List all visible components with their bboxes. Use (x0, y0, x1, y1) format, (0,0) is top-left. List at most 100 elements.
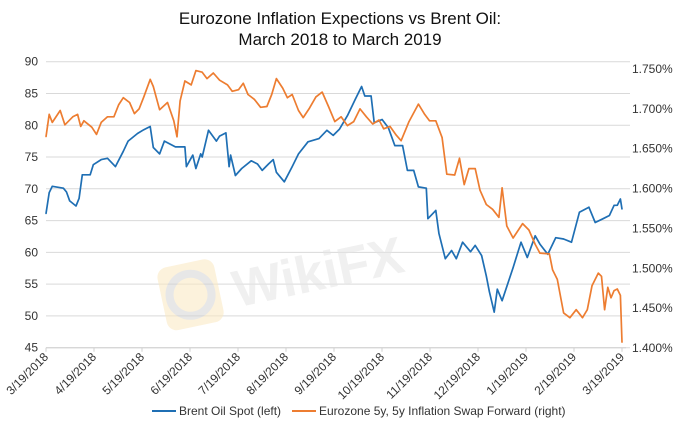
series-points-brent (45, 85, 623, 313)
data-point (498, 216, 500, 218)
data-point (261, 169, 263, 171)
data-point (512, 267, 514, 269)
data-point (512, 237, 514, 239)
left-tick-label: 60 (25, 245, 39, 259)
data-point (113, 116, 115, 118)
data-point (563, 238, 565, 240)
legend-item-eurozone: Eurozone 5y, 5y Inflation Swap Forward (… (292, 404, 566, 418)
data-point (100, 158, 102, 161)
data-point (428, 120, 431, 122)
data-point (307, 141, 309, 143)
data-point (569, 317, 571, 319)
data-point (250, 160, 252, 162)
data-point (72, 116, 74, 118)
data-point (166, 101, 169, 104)
watermark-emblem (165, 269, 216, 320)
x-tick-label: 6/19/2018 (147, 350, 195, 398)
data-point (81, 174, 83, 176)
x-tick-label: 8/19/2018 (243, 350, 291, 398)
watermark-text: WikiFX (228, 226, 409, 319)
chart-title-line1: Eurozone Inflation Expections vs Brent O… (178, 9, 502, 28)
data-point (346, 115, 349, 117)
left-tick-label: 45 (25, 341, 39, 355)
data-point (578, 211, 580, 213)
data-point (48, 192, 50, 194)
data-point (75, 205, 77, 207)
data-point (438, 232, 440, 234)
data-point (218, 135, 221, 137)
data-point (474, 244, 476, 246)
right-tick-label: 1.450% (632, 301, 673, 315)
data-point (69, 200, 71, 202)
data-point (621, 341, 623, 344)
data-point (91, 126, 93, 128)
data-point (136, 132, 139, 135)
data-point (370, 95, 372, 97)
data-point (556, 278, 558, 281)
data-point (176, 136, 178, 138)
data-point (206, 77, 208, 80)
data-point (133, 113, 135, 115)
data-point (231, 90, 233, 92)
data-point (381, 118, 383, 121)
data-point (575, 309, 577, 311)
data-point (78, 197, 80, 199)
data-point (402, 144, 404, 147)
data-point (318, 138, 320, 140)
data-point (122, 97, 124, 99)
data-point (275, 171, 277, 173)
data-point (297, 109, 300, 112)
chart-subtitle: March 2018 to March 2019 (238, 30, 442, 49)
data-point (122, 150, 124, 152)
data-point (184, 80, 186, 82)
data-point (446, 173, 448, 175)
data-point (143, 129, 145, 131)
data-point (117, 104, 120, 106)
data-point (106, 116, 109, 118)
data-point (441, 136, 443, 139)
data-point (48, 113, 50, 116)
data-point (253, 98, 255, 100)
data-point (228, 165, 230, 168)
data-point (65, 191, 68, 193)
data-point (570, 241, 573, 243)
data-point (354, 98, 356, 100)
data-point (394, 144, 396, 147)
data-point (458, 157, 461, 159)
right-tick-label: 1.400% (632, 341, 673, 355)
data-point (427, 218, 429, 220)
data-point (179, 100, 181, 102)
data-point (225, 132, 227, 134)
data-point (435, 120, 437, 122)
data-point (534, 235, 536, 237)
data-point (534, 243, 536, 245)
data-point (594, 221, 596, 224)
data-point (463, 183, 465, 186)
data-point (468, 168, 470, 170)
x-tick-label: 1/19/2019 (483, 350, 531, 398)
left-tick-label: 65 (25, 214, 39, 228)
left-tick-label: 80 (25, 118, 39, 132)
data-point (610, 297, 612, 299)
data-point (424, 113, 426, 116)
right-tick-label: 1.750% (632, 62, 673, 76)
data-point (282, 87, 284, 89)
legend-swatch-eurozone (292, 410, 316, 412)
x-tick-label: 9/19/2018 (291, 350, 339, 398)
data-point (174, 146, 177, 148)
x-tick-label: 11/19/2018 (383, 350, 435, 402)
data-point (591, 285, 593, 287)
series-layer (45, 69, 623, 344)
grid-lines (46, 61, 630, 349)
data-point (152, 146, 154, 149)
data-point (485, 275, 487, 277)
data-point (454, 174, 456, 176)
data-point (408, 121, 410, 123)
data-point (485, 203, 487, 206)
data-point (76, 113, 79, 116)
data-point (89, 174, 91, 176)
x-tick-label: 5/19/2018 (99, 350, 147, 398)
x-tick-label: 7/19/2018 (195, 350, 243, 398)
right-tick-label: 1.600% (632, 182, 673, 196)
chart-title: Eurozone Inflation Expections vs Brent O… (0, 8, 680, 50)
